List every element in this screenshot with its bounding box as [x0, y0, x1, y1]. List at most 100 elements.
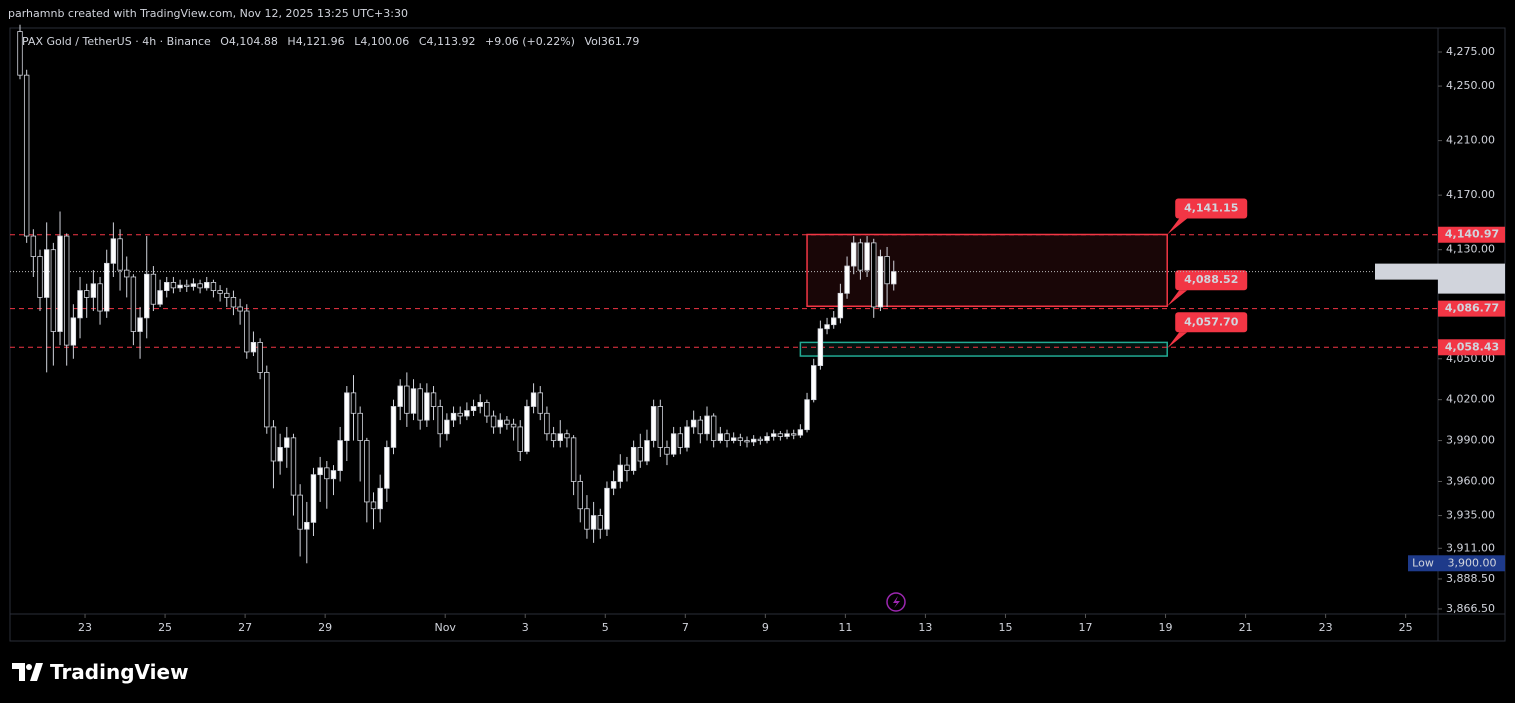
candle-body	[210, 282, 217, 291]
candle-body	[104, 262, 110, 312]
candle-body	[170, 282, 177, 289]
candle-body	[350, 392, 357, 414]
candle-body	[370, 501, 377, 510]
high: H4,121.96	[287, 35, 345, 48]
x-tick-label: 25	[158, 621, 172, 634]
callout-pointer	[1167, 290, 1188, 307]
level-tag	[1438, 339, 1505, 356]
event-icon[interactable]	[886, 592, 906, 612]
y-tick-label: 3,935.00	[1446, 509, 1495, 522]
candle-body	[584, 508, 590, 530]
candle-body	[57, 235, 63, 332]
y-tick-label: 4,210.00	[1446, 134, 1495, 147]
candle-body	[664, 446, 670, 455]
candle-body	[317, 467, 323, 476]
candle-body	[777, 433, 784, 437]
candle-body	[684, 426, 690, 448]
candle-body	[117, 238, 123, 271]
candle-body	[490, 415, 497, 428]
candle-body	[97, 283, 103, 312]
candle-body	[144, 273, 150, 319]
candle-body	[590, 515, 597, 530]
callout-label: 4,057.70	[1184, 315, 1239, 328]
candle-body	[197, 283, 203, 289]
x-tick-label: 7	[682, 621, 689, 634]
candle-body	[504, 419, 510, 425]
candle-body	[290, 437, 297, 496]
candle-body	[530, 392, 537, 407]
candle-body	[43, 249, 50, 298]
level-tag	[1438, 226, 1505, 243]
callout-pointer	[1167, 332, 1188, 349]
x-tick-label: 21	[1239, 621, 1253, 634]
y-tick-label: 4,170.00	[1446, 188, 1495, 201]
candle-body	[864, 242, 870, 271]
candle-body	[484, 401, 490, 417]
candle-body	[23, 74, 30, 237]
candle-body	[677, 433, 684, 448]
candle-body	[110, 238, 117, 264]
candle-body	[704, 415, 710, 435]
candle-body	[157, 290, 163, 305]
candle-body	[811, 365, 817, 401]
candle-body	[77, 290, 83, 319]
footer: TradingView	[12, 660, 189, 684]
candle-body	[524, 406, 530, 452]
candle-body	[617, 464, 623, 482]
candle-body	[124, 269, 130, 278]
callout-box	[1175, 270, 1248, 291]
x-tick-label: Nov	[434, 621, 456, 634]
candle-body	[884, 256, 890, 285]
candle-body	[737, 437, 744, 441]
candle-body	[831, 317, 837, 326]
logo	[12, 663, 43, 681]
legend: PAX Gold / TetherUS · 4h · Binance O4,10…	[22, 35, 645, 48]
candle-body	[84, 290, 90, 298]
x-tick-label: 15	[998, 621, 1012, 634]
candle-body	[770, 433, 777, 437]
candle-body	[497, 419, 503, 428]
candle-body	[304, 521, 310, 530]
candle-body	[324, 467, 330, 480]
candle-body	[310, 474, 317, 523]
candle-body	[90, 283, 97, 298]
candle-body	[690, 419, 697, 428]
candle-body	[190, 283, 197, 287]
candle-body	[217, 290, 223, 294]
candle-body	[230, 297, 237, 308]
candle-body	[597, 515, 603, 530]
level-label: 4,058.43	[1445, 340, 1499, 353]
candle-body	[384, 446, 390, 489]
x-tick-label: 3	[522, 621, 529, 634]
candle-body	[790, 433, 797, 436]
chart-frame	[9, 27, 1506, 642]
low-tag	[1408, 555, 1505, 572]
candle-body	[837, 292, 844, 319]
candle-body	[450, 412, 457, 421]
candle-body	[644, 440, 650, 462]
candle-body	[517, 426, 523, 452]
candle-body	[744, 440, 750, 443]
candle-body	[150, 273, 157, 305]
candle-body	[824, 324, 830, 330]
countdown: 02:04:46	[1447, 279, 1496, 292]
candle-body	[817, 328, 824, 366]
candle-body	[63, 235, 70, 346]
candle-body	[70, 317, 77, 346]
brand: TradingView	[50, 660, 189, 684]
y-tick-label: 3,960.00	[1446, 474, 1495, 487]
candle-body	[764, 436, 770, 441]
candle-body	[224, 292, 230, 298]
last-price-tag	[1438, 263, 1505, 294]
candle-body	[877, 256, 884, 308]
candle-body	[30, 235, 37, 257]
x-tick-label: 27	[238, 621, 252, 634]
candle-body	[184, 284, 190, 287]
candle-body	[357, 412, 363, 441]
candle-body	[804, 399, 810, 431]
candle-body	[250, 342, 257, 353]
candle-body	[697, 419, 704, 435]
candle-body	[130, 276, 137, 332]
x-tick-label: 11	[838, 621, 852, 634]
x-tick-label: 5	[602, 621, 609, 634]
